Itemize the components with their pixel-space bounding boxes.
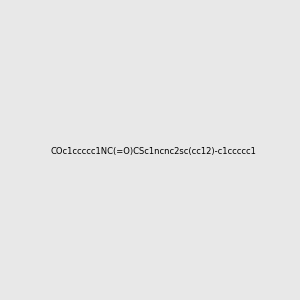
Text: COc1ccccc1NC(=O)CSc1ncnc2sc(cc12)-c1ccccc1: COc1ccccc1NC(=O)CSc1ncnc2sc(cc12)-c1cccc… (51, 147, 257, 156)
